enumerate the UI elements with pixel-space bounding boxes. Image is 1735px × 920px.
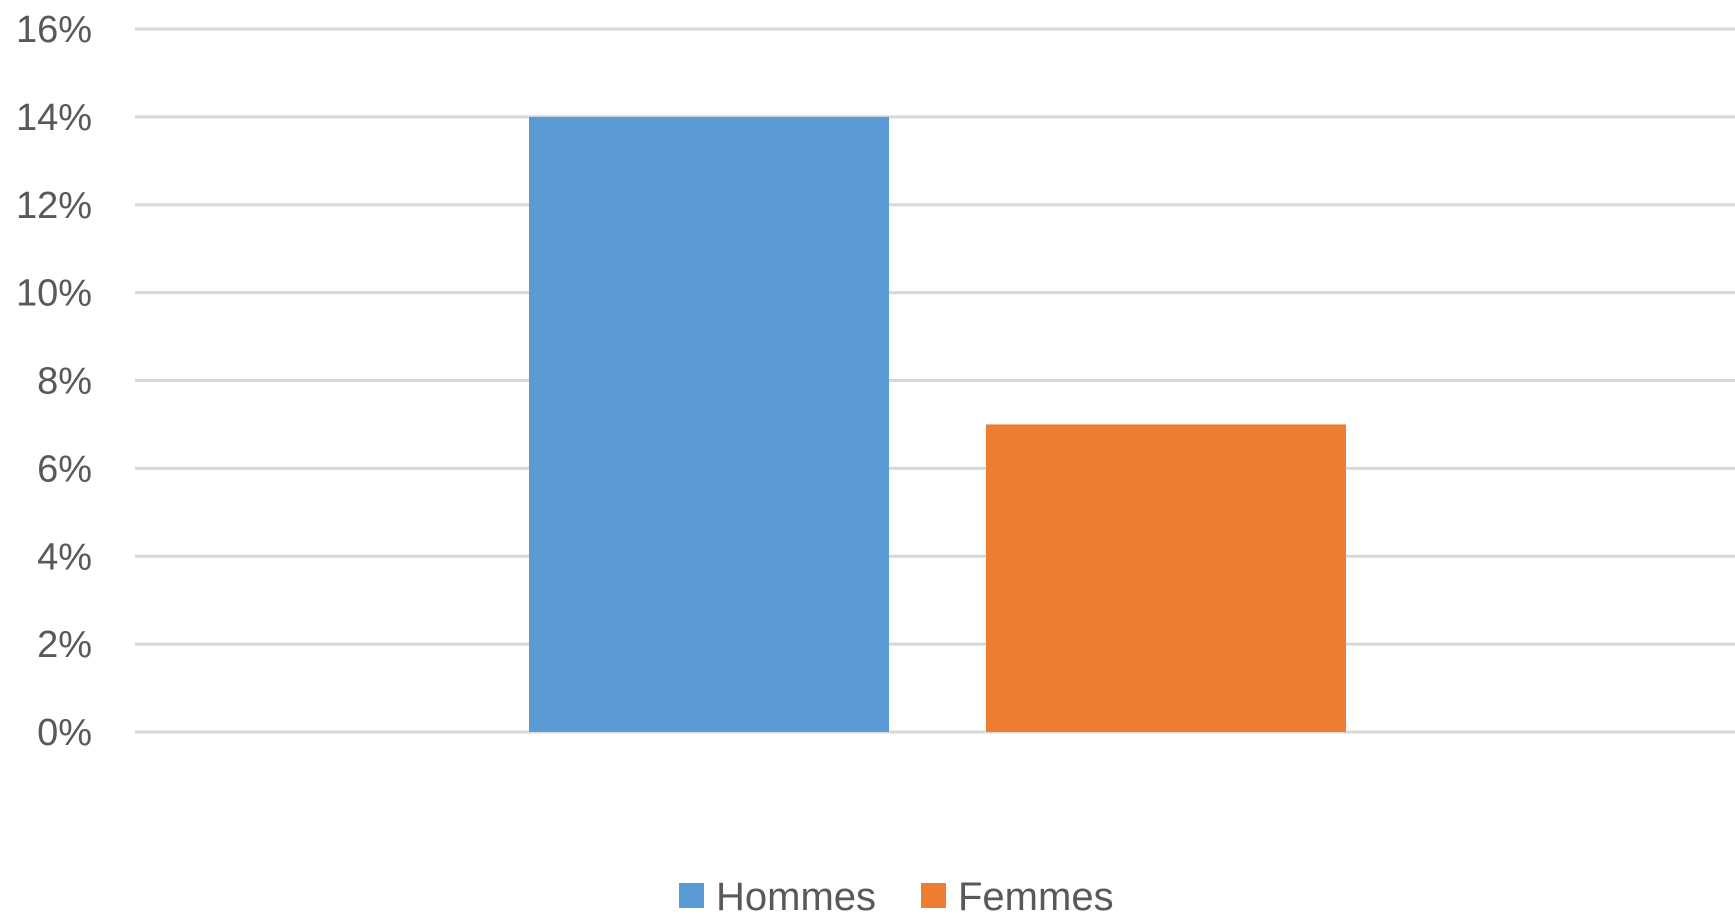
bar-hommes (529, 116, 889, 732)
legend-label-femmes: Femmes (958, 875, 1114, 919)
y-tick-label: 4% (37, 536, 92, 578)
y-tick-label: 12% (16, 185, 92, 227)
y-tick-label: 0% (37, 712, 92, 754)
legend-swatch-hommes (679, 883, 704, 908)
legend: Hommes Femmes (679, 875, 1114, 919)
legend-label-hommes: Hommes (716, 875, 876, 919)
y-tick-label: 14% (16, 97, 92, 139)
bar-femmes (986, 424, 1346, 732)
gridlines (135, 27, 1735, 734)
y-tick-label: 10% (16, 273, 92, 315)
y-tick-label: 16% (16, 9, 92, 51)
y-tick-label: 8% (37, 361, 92, 403)
bars (529, 116, 1346, 732)
y-tick-label: 6% (37, 448, 92, 490)
legend-swatch-femmes (921, 883, 946, 908)
y-tick-label: 2% (37, 624, 92, 666)
y-axis-tick-labels: 0% 2% 4% 6% 8% 10% 12% 14% 16% (16, 9, 92, 754)
